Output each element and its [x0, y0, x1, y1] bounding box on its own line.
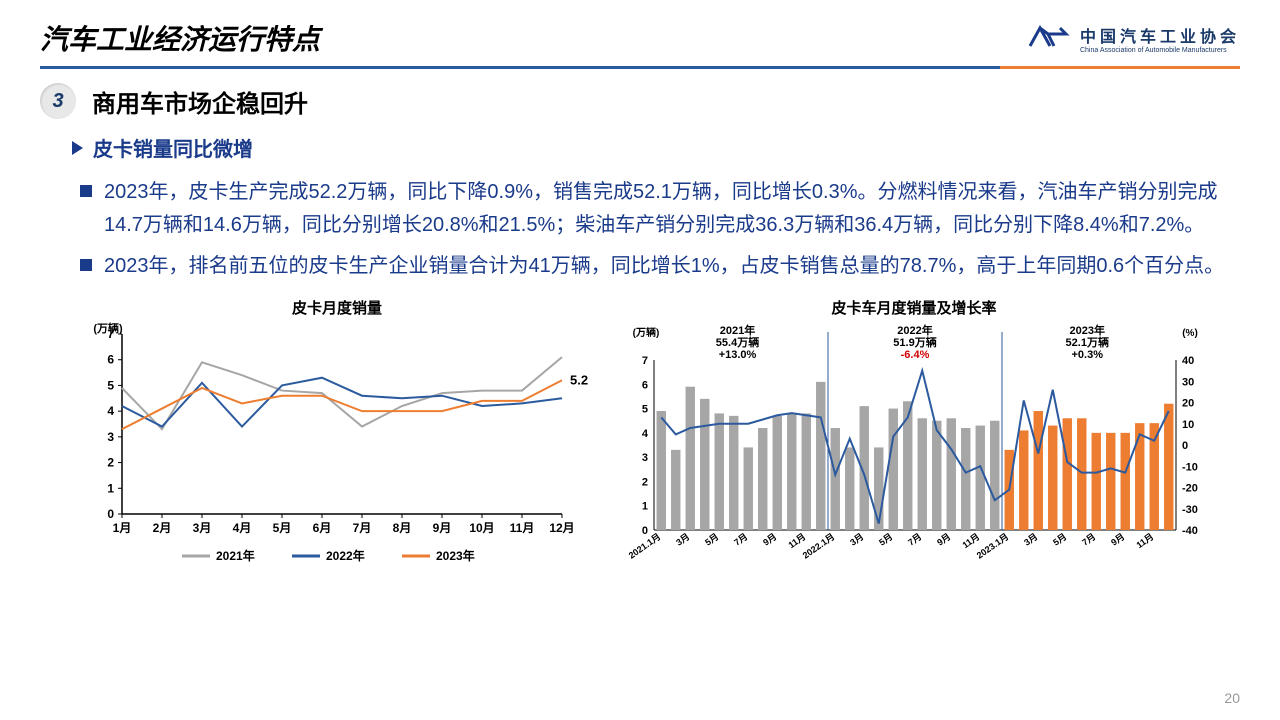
svg-text:5月: 5月	[877, 531, 894, 547]
svg-text:-10: -10	[1182, 461, 1198, 473]
chart2: 0 1 2 3 4 5 6 7 (万辆) -40 -30 -20 -10 0 10 20 30 40 (%) 2021…	[614, 320, 1214, 570]
svg-text:7月: 7月	[906, 531, 923, 547]
chart1-title: 皮卡月度销量	[72, 297, 602, 318]
svg-text:51.9万辆: 51.9万辆	[893, 335, 936, 349]
svg-text:2: 2	[642, 476, 648, 488]
bullet-list: 2023年，皮卡生产完成52.2万辆，同比下降0.9%，销售完成52.1万辆，同…	[0, 166, 1280, 297]
svg-text:7月: 7月	[353, 521, 372, 535]
svg-text:2: 2	[107, 456, 114, 470]
svg-text:3月: 3月	[1022, 531, 1039, 547]
svg-text:5月: 5月	[1051, 531, 1068, 547]
svg-text:6: 6	[642, 379, 648, 391]
svg-text:3: 3	[642, 452, 648, 464]
svg-text:7月: 7月	[1080, 531, 1097, 547]
svg-text:-20: -20	[1182, 483, 1198, 495]
page-title: 汽车工业经济运行特点	[40, 18, 320, 58]
bullet-item: 2023年，排名前五位的皮卡生产企业销量合计为41万辆，同比增长1%，占皮卡销售…	[80, 250, 1240, 283]
svg-text:-40: -40	[1182, 525, 1198, 537]
org-logo: 中国汽车工业协会 China Association of Automobile…	[1026, 23, 1240, 54]
square-icon	[80, 185, 92, 197]
svg-text:+0.3%: +0.3%	[1072, 349, 1104, 361]
divider	[40, 66, 1240, 69]
svg-text:3: 3	[107, 430, 114, 444]
svg-text:(万辆): (万辆)	[93, 321, 123, 335]
svg-text:30: 30	[1182, 376, 1194, 388]
svg-text:2021年: 2021年	[720, 323, 755, 337]
svg-text:5: 5	[642, 404, 648, 416]
svg-text:2023.1月: 2023.1月	[975, 531, 1011, 560]
svg-text:0: 0	[1182, 440, 1188, 452]
svg-text:0: 0	[107, 507, 114, 521]
svg-text:4月: 4月	[233, 521, 252, 535]
svg-text:-30: -30	[1182, 504, 1198, 516]
svg-text:9月: 9月	[433, 521, 452, 535]
svg-text:3月: 3月	[193, 521, 212, 535]
svg-text:4: 4	[642, 428, 649, 440]
svg-text:3月: 3月	[674, 531, 691, 547]
svg-text:10月: 10月	[469, 521, 494, 535]
bullet-item: 2023年，皮卡生产完成52.2万辆，同比下降0.9%，销售完成52.1万辆，同…	[80, 176, 1240, 242]
svg-text:-6.4%: -6.4%	[901, 349, 930, 361]
svg-text:6月: 6月	[313, 521, 332, 535]
svg-text:3月: 3月	[848, 531, 865, 547]
svg-text:2023年: 2023年	[1070, 323, 1105, 337]
svg-text:20: 20	[1182, 398, 1194, 410]
chart1: 01234567(万辆)1月2月3月4月5月6月7月8月9月10月11月12月5…	[72, 320, 602, 570]
svg-text:9月: 9月	[1109, 531, 1126, 547]
svg-text:2021年: 2021年	[216, 548, 255, 563]
svg-text:8月: 8月	[393, 521, 412, 535]
svg-text:2022年: 2022年	[326, 548, 365, 563]
logo-icon	[1026, 24, 1070, 52]
svg-text:2022.1月: 2022.1月	[801, 531, 837, 560]
svg-text:1月: 1月	[113, 521, 132, 535]
svg-text:5月: 5月	[703, 531, 720, 547]
svg-text:55.4万辆: 55.4万辆	[716, 335, 759, 349]
svg-text:11月: 11月	[1134, 531, 1155, 550]
svg-text:40: 40	[1182, 355, 1194, 367]
svg-text:11月: 11月	[510, 521, 535, 535]
bullet-text: 2023年，排名前五位的皮卡生产企业销量合计为41万辆，同比增长1%，占皮卡销售…	[104, 250, 1224, 283]
svg-text:2022年: 2022年	[897, 323, 932, 337]
bullet-text: 2023年，皮卡生产完成52.2万辆，同比下降0.9%，销售完成52.1万辆，同…	[104, 176, 1240, 242]
svg-text:5月: 5月	[273, 521, 292, 535]
svg-text:1: 1	[107, 481, 114, 495]
svg-text:(万辆): (万辆)	[633, 326, 660, 339]
svg-text:12月: 12月	[549, 521, 574, 535]
svg-text:4: 4	[107, 404, 114, 418]
org-name-en: China Association of Automobile Manufact…	[1080, 47, 1240, 54]
org-name-cn: 中国汽车工业协会	[1080, 23, 1240, 47]
svg-text:9月: 9月	[761, 531, 778, 547]
svg-text:+13.0%: +13.0%	[719, 349, 757, 361]
svg-text:7月: 7月	[732, 531, 749, 547]
svg-text:5: 5	[107, 378, 114, 392]
svg-text:7: 7	[642, 355, 648, 367]
svg-text:10: 10	[1182, 419, 1194, 431]
svg-text:52.1万辆: 52.1万辆	[1066, 335, 1109, 349]
svg-text:11月: 11月	[786, 531, 807, 550]
svg-text:11月: 11月	[960, 531, 981, 550]
square-icon	[80, 259, 92, 271]
svg-text:5.2: 5.2	[570, 372, 588, 387]
page-number: 20	[1224, 690, 1240, 706]
svg-text:9月: 9月	[935, 531, 952, 547]
section-number: 3	[40, 83, 76, 119]
chevron-icon	[72, 141, 83, 155]
svg-text:6: 6	[107, 353, 114, 367]
svg-text:1: 1	[642, 501, 648, 513]
svg-text:0: 0	[642, 525, 648, 537]
sub-title: 皮卡销量同比微增	[93, 133, 253, 162]
svg-text:2023年: 2023年	[436, 548, 475, 563]
svg-text:2月: 2月	[153, 521, 172, 535]
section-title: 商用车市场企稳回升	[92, 84, 308, 119]
svg-text:(%): (%)	[1182, 328, 1198, 339]
chart2-title: 皮卡车月度销量及增长率	[614, 297, 1214, 318]
